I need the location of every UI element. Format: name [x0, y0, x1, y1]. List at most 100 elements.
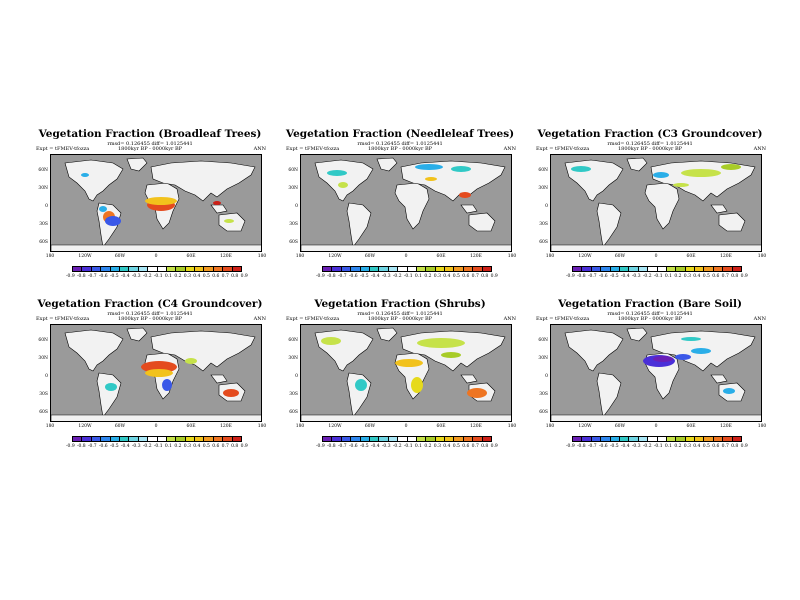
colorbar-swatch: [101, 437, 111, 441]
colorbar-swatch: [176, 267, 186, 271]
colorbar-tick-label: -0.6: [98, 444, 108, 449]
panel-c3: Vegetation Fraction (C3 Groundcover) rms…: [530, 128, 770, 328]
colorbar-tick-label: -0.7: [87, 444, 97, 449]
colorbar-tick-label: -0.9: [66, 444, 75, 449]
lat-label: 60N: [38, 168, 48, 173]
epoch-label: 1800kyr BP - 0000kyr BP: [367, 146, 433, 152]
colorbar-tick-label: 0.5: [202, 274, 210, 279]
colorbar-tick-label: -0.7: [337, 444, 347, 449]
colorbar-tick-label: -0.2: [642, 274, 652, 279]
colorbar-tick-label: 0.2: [424, 444, 432, 449]
lat-label: 30S: [289, 222, 298, 227]
lon-label: 180: [257, 424, 267, 429]
colorbar-tick-label: -0.1: [653, 274, 663, 279]
colorbar-tick-label: -0.9: [316, 444, 325, 449]
panel-broadleaf: Vegetation Fraction (Broadleaf Trees) rm…: [30, 128, 270, 328]
colorbar-tick-label: 0.9: [240, 444, 248, 449]
lon-label: 120W: [328, 254, 342, 259]
colorbar-swatch: [582, 437, 592, 441]
colorbar-tick-label: 0.2: [674, 274, 682, 279]
colorbar-tick-label: -0.2: [392, 274, 402, 279]
colorbar-tick-label: -0.9: [66, 274, 75, 279]
colorbar-tick-label: 0.3: [433, 274, 441, 279]
colorbar-swatch: [332, 267, 342, 271]
map-c4: [50, 324, 262, 422]
colorbar-swatch: [129, 267, 139, 271]
colorbar-swatch: [166, 267, 177, 271]
colorbar-tick-label: -0.8: [76, 444, 86, 449]
colorbar-swatch: [463, 437, 474, 441]
colorbar-tick-label: 0.2: [674, 444, 682, 449]
lon-label: 120E: [720, 254, 732, 259]
colorbar-swatch: [610, 437, 620, 441]
epoch-label: 1800kyr BP - 0000kyr BP: [617, 316, 683, 322]
expt-label: Expt = tFMEV-tfozza: [536, 146, 590, 152]
colorbar-swatch: [119, 437, 130, 441]
anomaly-patches: [321, 337, 487, 398]
colorbar-swatch: [713, 437, 724, 441]
colorbar: [322, 266, 492, 272]
colorbar-swatch: [573, 267, 583, 271]
lat-label: 0: [295, 374, 298, 379]
colorbar-swatch: [223, 437, 233, 441]
colorbar-swatch: [148, 437, 158, 441]
colorbar-tick-label: -0.5: [359, 274, 369, 279]
colorbar-tick-label: 0.6: [212, 274, 220, 279]
colorbar-swatch: [323, 267, 333, 271]
map-shrubs: [300, 324, 512, 422]
colorbar-tick-label: 0.7: [721, 274, 729, 279]
colorbar-swatch: [610, 267, 620, 271]
colorbar-swatch: [704, 437, 714, 441]
colorbar-tick-label: 0.5: [702, 444, 710, 449]
colorbar-swatch: [676, 437, 686, 441]
colorbar-tick-label: 0.7: [471, 444, 479, 449]
colorbar-tick-label: 0.3: [183, 274, 191, 279]
lat-label: 60S: [289, 410, 298, 415]
lat-label: 60S: [289, 240, 298, 245]
colorbar-tick-label: -0.6: [348, 274, 358, 279]
lon-label: 120W: [78, 254, 92, 259]
lon-label: 180: [45, 424, 55, 429]
colorbar-swatch: [176, 437, 186, 441]
lon-label: 180: [45, 254, 55, 259]
colorbar-tick-label: -0.7: [587, 274, 597, 279]
colorbar-tick-label: -0.1: [403, 444, 413, 449]
lon-label: 60E: [686, 254, 696, 259]
colorbar-tick-label: -0.4: [620, 444, 630, 449]
colorbar-tick-label: 0.9: [740, 444, 748, 449]
colorbar-swatch: [204, 437, 214, 441]
anomaly-patches: [81, 173, 234, 226]
colorbar-swatch: [704, 267, 714, 271]
lon-label: 60W: [114, 424, 126, 429]
colorbar-swatch: [223, 267, 233, 271]
colorbar-swatch: [195, 267, 205, 271]
lat-label: 0: [545, 204, 548, 209]
colorbar-tick-label: -0.8: [326, 274, 336, 279]
lon-label: 0: [654, 424, 658, 429]
colorbar-tick-label: -0.1: [153, 444, 163, 449]
epoch-label: 1800kyr BP - 0000kyr BP: [117, 146, 183, 152]
colorbar-tick-label: 0.1: [664, 444, 673, 449]
anomaly-patches: [327, 164, 471, 198]
lon-label: 180: [257, 254, 267, 259]
colorbar-swatch: [732, 267, 742, 271]
expt-label: Expt = tFMEV-tfozza: [286, 316, 340, 322]
colorbar-swatch: [157, 267, 167, 271]
season-label: ANN: [253, 316, 266, 322]
lon-label: 60W: [364, 254, 376, 259]
colorbar-swatch: [388, 437, 399, 441]
colorbar-tick-label: 0.4: [193, 444, 201, 449]
lon-label: 180: [295, 424, 305, 429]
map-needleleaf: [300, 154, 512, 252]
panel-needleleaf: Vegetation Fraction (Needleleaf Trees) r…: [280, 128, 520, 328]
colorbar-tick-label: 0.4: [693, 444, 701, 449]
lon-label: 120E: [470, 254, 482, 259]
colorbar-tick-label: 0.2: [174, 274, 182, 279]
lon-label: 60W: [364, 424, 376, 429]
colorbar-tick-label: -0.6: [598, 274, 608, 279]
colorbar-swatch: [435, 267, 446, 271]
colorbar: [572, 266, 742, 272]
colorbar-tick-label: -0.2: [142, 274, 152, 279]
lon-label: 180: [757, 254, 767, 259]
colorbar-swatch: [685, 267, 696, 271]
